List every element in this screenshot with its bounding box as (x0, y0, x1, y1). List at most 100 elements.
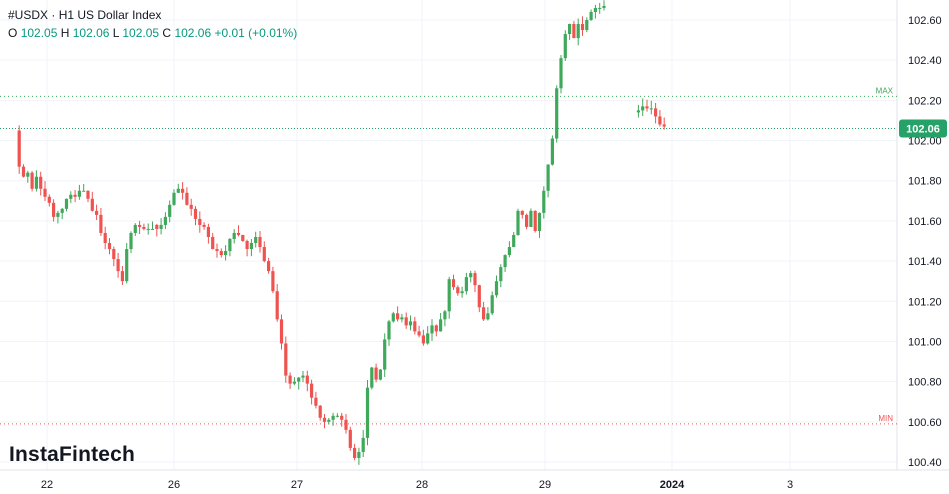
reference-lines: MAX MIN (0, 86, 897, 425)
close-label: C (162, 26, 172, 40)
last-price-badge-text: 102.06 (906, 123, 940, 135)
candle-up (64, 198, 69, 209)
candle-down (314, 397, 318, 406)
candle-up (589, 11, 593, 20)
candle-up (391, 313, 395, 322)
candle-down (451, 279, 456, 288)
symbol-name: #USDX (8, 8, 49, 22)
price-tick-label: 101.80 (908, 176, 942, 188)
time-tick-label: 28 (416, 479, 428, 491)
candle-down (533, 210, 537, 231)
candle-down (211, 236, 215, 250)
candle-down (185, 192, 189, 205)
candle-down (482, 307, 486, 320)
candle-down (241, 234, 245, 241)
last-price-badge-bg (899, 119, 947, 138)
candle-down (477, 285, 481, 308)
candle-up (499, 267, 503, 282)
candle-up (430, 325, 434, 334)
candle-down (73, 194, 77, 197)
candle-down (473, 273, 477, 286)
candle-down (181, 188, 185, 193)
candle-up (439, 319, 443, 332)
candle-down (189, 204, 193, 209)
high-label: H (60, 26, 70, 40)
candle-up (559, 58, 563, 89)
candle-up (224, 251, 228, 256)
candle-up (232, 232, 236, 239)
candle-up (512, 234, 516, 248)
symbol-separator: · (51, 8, 56, 22)
candle-up (133, 224, 137, 233)
candle-up (503, 255, 507, 268)
candle-down (39, 176, 43, 189)
instafintech-logo: InstaFintech (9, 443, 136, 466)
candle-down (107, 243, 112, 250)
candle-down (99, 214, 103, 233)
candle-up (494, 281, 499, 296)
candle-up (159, 224, 163, 229)
candle-up (82, 190, 86, 192)
min-label: MIN (878, 414, 893, 423)
candle-down (271, 271, 275, 292)
price-tick-label: 101.40 (908, 256, 942, 268)
candle-down (374, 367, 378, 380)
candle-down (456, 287, 460, 294)
max-label: MAX (876, 86, 894, 95)
candle-up (228, 238, 232, 252)
candle-up (361, 437, 365, 452)
candle-up (365, 387, 370, 438)
candle-down (155, 224, 159, 229)
candle-up (641, 106, 645, 111)
candle-up (537, 212, 542, 231)
candle-up (146, 228, 150, 230)
candle-up (150, 228, 155, 230)
candle-up (490, 295, 494, 314)
time-tick-label: 26 (168, 479, 180, 491)
candle-up (408, 321, 413, 326)
candle-down (262, 247, 266, 262)
candle-up (125, 249, 129, 282)
candle-up (598, 7, 602, 9)
candle-up (292, 381, 296, 384)
candle-down (340, 415, 344, 420)
candle-up (516, 210, 520, 235)
candle-up (383, 339, 387, 370)
candle-down (43, 188, 47, 197)
candle-down (215, 249, 219, 252)
candle-down (90, 198, 94, 211)
grid-lines (0, 0, 949, 471)
high-value: 102.06 (72, 26, 110, 40)
candle-up (249, 243, 253, 250)
candle-up (297, 377, 301, 382)
change-value: +0.01 (+0.01%) (214, 26, 298, 40)
candle-down (344, 419, 348, 430)
candle-up (563, 34, 567, 59)
candle-down (404, 317, 408, 326)
candle-up (69, 194, 73, 199)
price-tick-label: 101.20 (908, 296, 942, 308)
candle-up (546, 164, 550, 191)
candle-up (593, 7, 597, 12)
price-tick-label: 101.00 (908, 336, 942, 348)
candle-up (469, 273, 473, 278)
candle-down (21, 166, 26, 177)
candle-down (120, 271, 124, 282)
candle-up (636, 110, 640, 113)
candle-down (202, 224, 206, 227)
low-value: 102.05 (122, 26, 160, 40)
candle-up (129, 232, 133, 250)
candle-down (52, 202, 56, 217)
candle-up (576, 24, 580, 39)
candle-down (275, 291, 279, 320)
candle-up (378, 369, 382, 380)
candle-down (520, 210, 524, 215)
candle-up (357, 451, 361, 458)
low-label: L (112, 26, 120, 40)
candle-down (86, 190, 90, 199)
price-axis[interactable]: 100.40 100.60 100.80 101.00 101.20 101.40 101.… (908, 15, 942, 469)
open-label: O (8, 26, 18, 40)
candle-up (550, 138, 554, 165)
time-axis[interactable]: 22 26 27 28 29 2024 3 (41, 479, 793, 491)
